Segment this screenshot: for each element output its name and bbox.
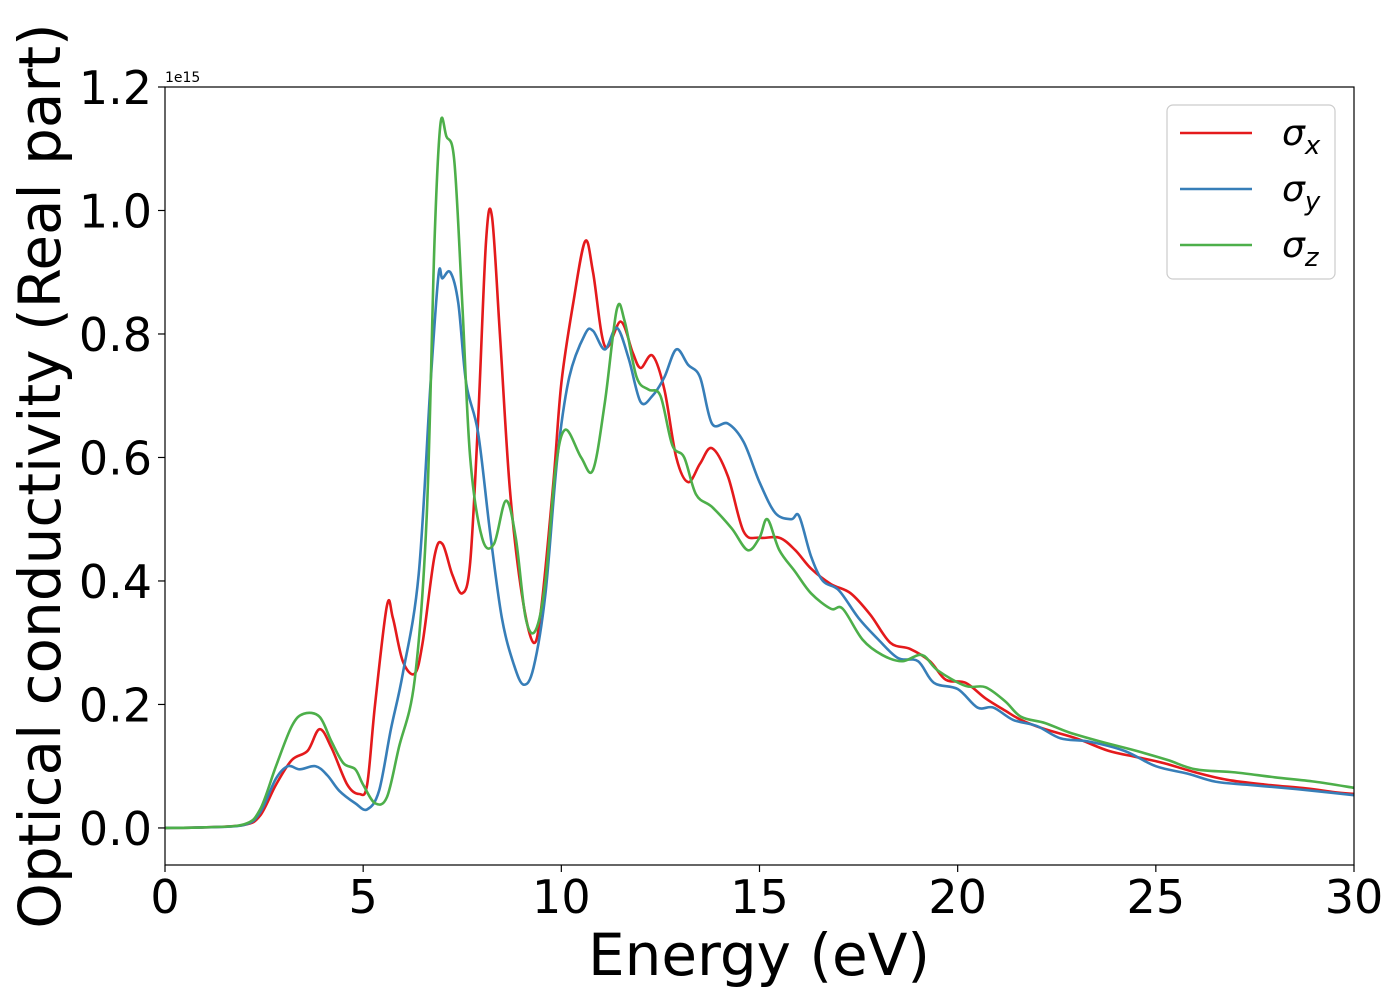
- series-line-x: [165, 207, 1354, 830]
- x-tick-label: 0: [150, 870, 179, 924]
- x-tick-label: 10: [532, 870, 591, 924]
- legend-label-z: σz: [1282, 225, 1320, 273]
- y-tick-label: 0.6: [79, 431, 152, 485]
- series-line-z: [165, 116, 1354, 830]
- series-line-y: [165, 267, 1354, 830]
- x-axis-label: Energy (eV): [588, 921, 930, 989]
- y-tick-label: 0.4: [79, 555, 152, 609]
- legend: σx σy σz: [1166, 104, 1336, 280]
- y-tick-label: 0.2: [79, 678, 152, 732]
- legend-label-y: σy: [1282, 169, 1321, 217]
- x-tick-label: 25: [1127, 870, 1186, 924]
- legend-label-x: σx: [1282, 113, 1321, 161]
- y-offset-label: 1e15: [165, 70, 200, 86]
- x-axis-ticks: 0 5 10 15 20 25 30: [150, 865, 1383, 924]
- x-tick-label: 15: [730, 870, 789, 924]
- legend-box: [1166, 104, 1336, 280]
- y-axis-label: Optical conductivity (Real part): [6, 23, 74, 928]
- y-tick-label: 1.2: [79, 61, 152, 115]
- y-tick-label: 0.8: [79, 308, 152, 362]
- plot-lines: [165, 116, 1354, 830]
- y-axis-ticks: 0.0 0.2 0.4 0.6 0.8 1.0 1.2: [79, 61, 165, 856]
- x-tick-label: 20: [928, 870, 987, 924]
- y-tick-label: 1.0: [79, 184, 152, 238]
- y-tick-label: 0.0: [79, 802, 152, 856]
- x-tick-label: 5: [349, 870, 378, 924]
- x-tick-label: 30: [1325, 870, 1384, 924]
